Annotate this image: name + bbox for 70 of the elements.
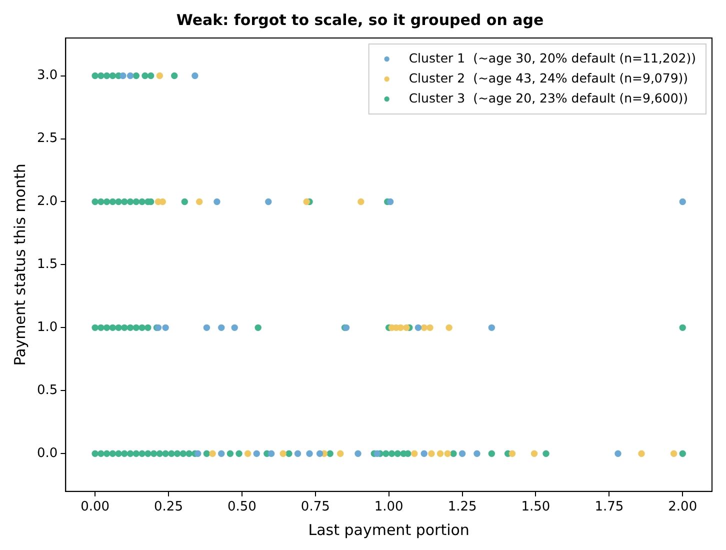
point (428, 450, 435, 457)
point (265, 198, 272, 206)
point (192, 72, 198, 80)
point (420, 450, 428, 457)
point (397, 324, 404, 332)
y-tick-label: 0.0 (36, 446, 58, 461)
point (209, 450, 216, 457)
point (679, 198, 686, 206)
point (156, 72, 164, 80)
point (420, 324, 428, 332)
point (253, 450, 260, 457)
chart-title: Weak: forgot to scale, so it grouped on age (176, 10, 544, 29)
x-tick-label: 1.50 (521, 500, 550, 515)
point (426, 324, 434, 332)
point (162, 324, 169, 332)
point (436, 450, 444, 457)
point (614, 450, 622, 457)
x-tick-label: 0.00 (80, 500, 110, 515)
y-tick-label: 0.5 (36, 383, 58, 398)
legend-label: Cluster 2 (~age 43, 24% default (n=9,079)) (408, 70, 688, 86)
point (414, 324, 422, 332)
legend-label: Cluster 1 (~age 30, 20% default (n=11,202)) (408, 50, 696, 66)
point (488, 324, 496, 332)
point (214, 198, 220, 206)
point (306, 450, 313, 457)
point (280, 450, 286, 457)
point (203, 324, 210, 332)
point (194, 450, 202, 457)
x-tick-label: 0.50 (227, 500, 256, 515)
x-tick-label: 0.75 (300, 500, 330, 515)
point (444, 450, 451, 457)
point (403, 324, 410, 332)
x-tick-label: 1.25 (448, 500, 477, 515)
point (474, 450, 480, 457)
y-tick-label: 3.0 (36, 68, 58, 84)
point (316, 450, 324, 457)
point (303, 198, 310, 206)
point (386, 198, 394, 206)
point (670, 450, 678, 457)
y-tick-label: 2.0 (36, 194, 58, 210)
point (337, 450, 344, 457)
point (638, 450, 645, 457)
point (218, 450, 225, 457)
y-tick-label: 1.5 (36, 257, 58, 272)
point (126, 72, 134, 80)
point (196, 198, 203, 206)
point (268, 450, 275, 457)
point (374, 450, 380, 457)
x-tick-label: 1.00 (374, 500, 404, 515)
y-tick-label: 1.0 (36, 320, 58, 336)
point (244, 450, 252, 457)
point (358, 198, 364, 206)
point (120, 72, 126, 80)
point (508, 450, 516, 457)
y-tick-label: 2.5 (36, 131, 58, 146)
point (294, 450, 302, 457)
x-axis-title: Last payment portion (308, 520, 470, 539)
point (446, 324, 452, 332)
legend-label: Cluster 3 (~age 20, 23% default (n=9,600)) (408, 90, 688, 106)
point (159, 198, 166, 206)
point (411, 450, 418, 457)
x-tick-label: 1.75 (594, 500, 624, 515)
point (354, 450, 362, 457)
point (218, 324, 225, 332)
point (458, 450, 466, 457)
point (530, 450, 538, 457)
x-tick-label: 0.25 (154, 500, 183, 515)
y-axis-title: Payment status this month (10, 164, 29, 366)
point (231, 324, 238, 332)
x-tick-label: 2.00 (668, 500, 698, 515)
